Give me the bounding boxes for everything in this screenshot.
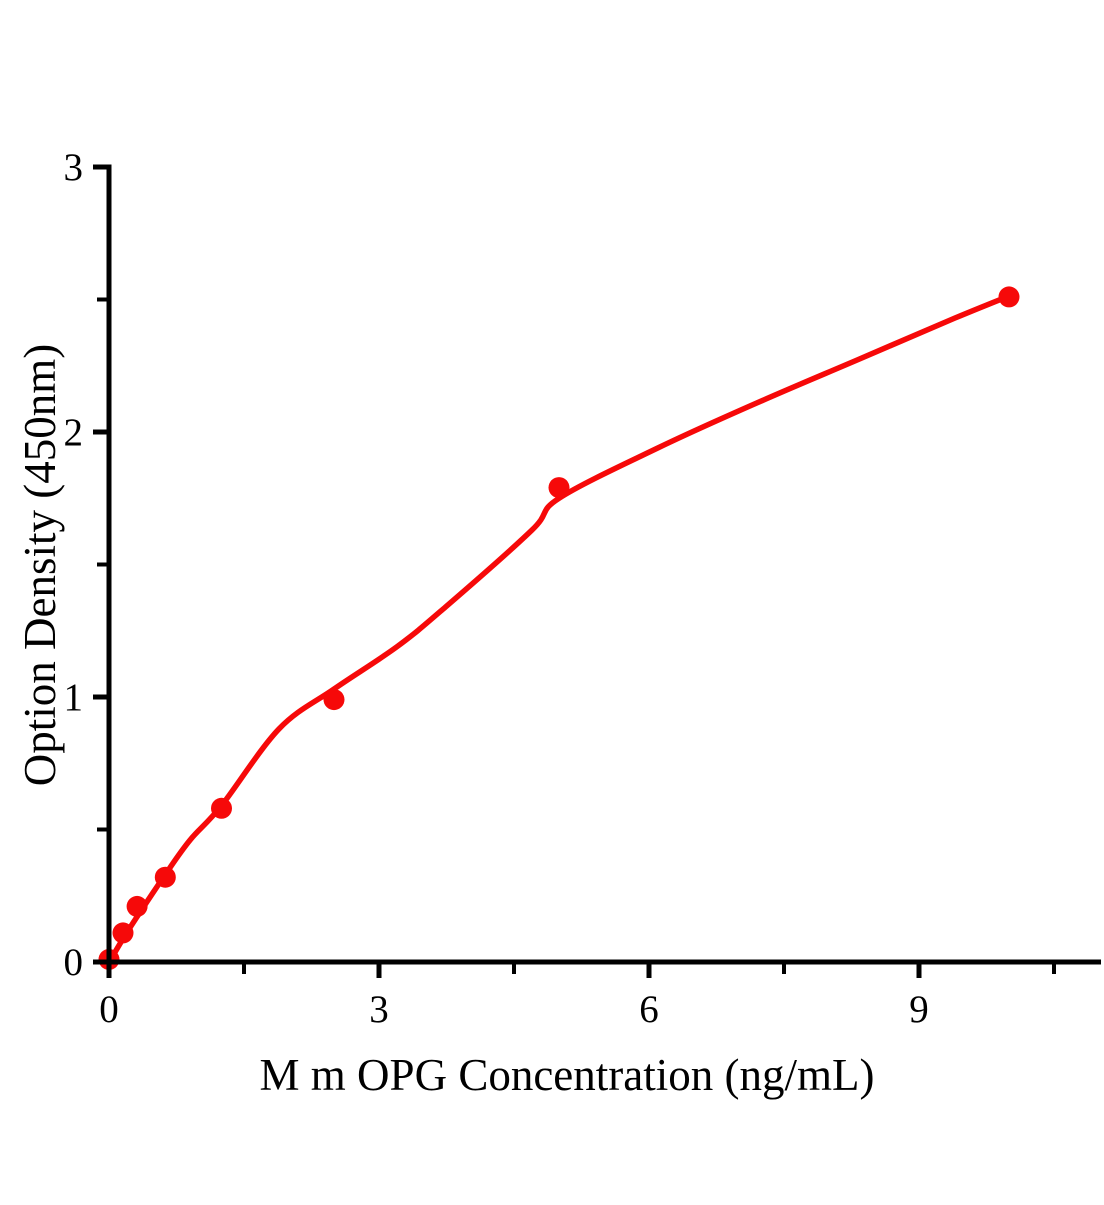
tick-label-layer: 0 3 6 9 0 1 2 3 [64, 146, 929, 1031]
y-axis-title: Option Density (450nm) [15, 344, 65, 786]
fit-curve [108, 291, 1017, 963]
y-tick-label: 2 [64, 411, 84, 454]
series-layer [98, 286, 1020, 970]
y-tick-label: 1 [64, 676, 84, 719]
x-tick-label: 9 [909, 988, 929, 1031]
x-tick-label: 6 [639, 988, 659, 1031]
x-tick-label: 0 [99, 988, 119, 1031]
y-tick-label: 0 [64, 941, 84, 984]
data-point [112, 922, 134, 944]
data-point [126, 895, 148, 917]
x-tick-label: 3 [369, 988, 389, 1031]
data-point [154, 866, 176, 888]
y-tick-label: 3 [64, 146, 84, 189]
x-axis-title: M m OPG Concentration (ng/mL) [260, 1050, 875, 1100]
data-point [998, 286, 1020, 308]
data-point [211, 797, 232, 819]
axis-layer [93, 164, 1101, 978]
data-point [548, 477, 570, 499]
data-point [323, 689, 345, 711]
